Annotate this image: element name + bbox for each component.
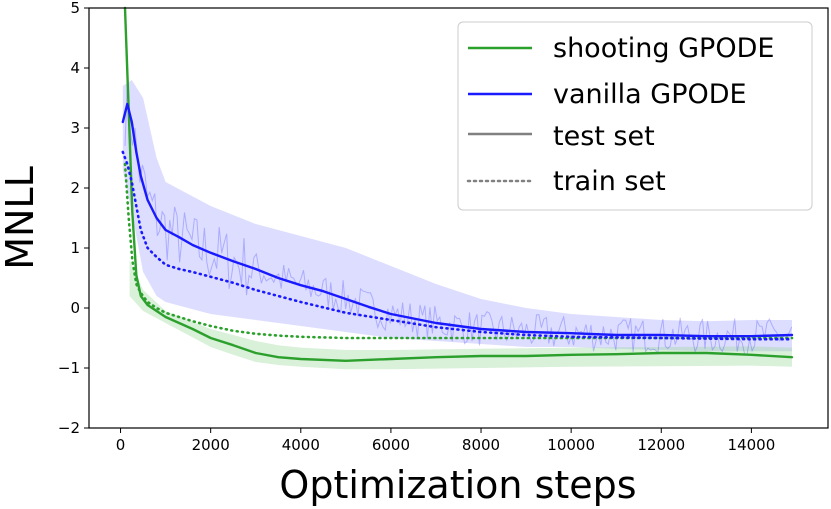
line-shooting-gpode-test bbox=[123, 6, 794, 362]
legend-label-test: test set bbox=[553, 121, 655, 152]
band-vanilla-gpode-spread bbox=[122, 80, 793, 352]
x-axis-ticks: 0 2000 4000 6000 8000 10000 12000 14000 bbox=[116, 428, 775, 454]
confidence-bands bbox=[122, 80, 793, 370]
y-tick-label: 1 bbox=[70, 239, 80, 257]
legend-label-vanilla: vanilla GPODE bbox=[553, 79, 747, 110]
x-tick-label: 6000 bbox=[372, 436, 410, 454]
x-tick-label: 4000 bbox=[282, 436, 320, 454]
plot-frame bbox=[88, 7, 829, 429]
line-vanilla-gpode-train bbox=[121, 150, 794, 341]
series-lines bbox=[121, 6, 794, 362]
legend-label-train: train set bbox=[553, 166, 666, 197]
y-tick-label: 5 bbox=[70, 0, 80, 17]
y-tick-label: 4 bbox=[70, 59, 80, 77]
y-axis-title: MNLL bbox=[0, 166, 42, 270]
x-tick-label: 0 bbox=[116, 436, 126, 454]
line-vanilla-gpode-test bbox=[121, 102, 794, 338]
x-axis-title: Optimization steps bbox=[279, 463, 636, 507]
legend-box bbox=[457, 21, 813, 211]
x-tick-label: 8000 bbox=[462, 436, 500, 454]
x-tick-label: 14000 bbox=[728, 436, 776, 454]
legend-label-shooting: shooting GPODE bbox=[553, 33, 774, 64]
y-tick-label: −1 bbox=[58, 359, 80, 377]
y-tick-label: 0 bbox=[70, 299, 80, 317]
x-tick-label: 12000 bbox=[637, 436, 685, 454]
y-tick-label: −2 bbox=[58, 419, 80, 437]
y-tick-label: 3 bbox=[70, 119, 80, 137]
legend: shooting GPODE vanilla GPODE test set tr… bbox=[457, 21, 813, 211]
line-shooting-gpode-train bbox=[123, 162, 794, 340]
y-tick-label: 2 bbox=[70, 179, 80, 197]
band-shooting-gpode-spread bbox=[129, 260, 793, 370]
x-tick-label: 2000 bbox=[192, 436, 230, 454]
x-tick-label: 10000 bbox=[547, 436, 595, 454]
y-axis-ticks: −2 −1 0 1 2 3 4 5 bbox=[58, 0, 89, 437]
